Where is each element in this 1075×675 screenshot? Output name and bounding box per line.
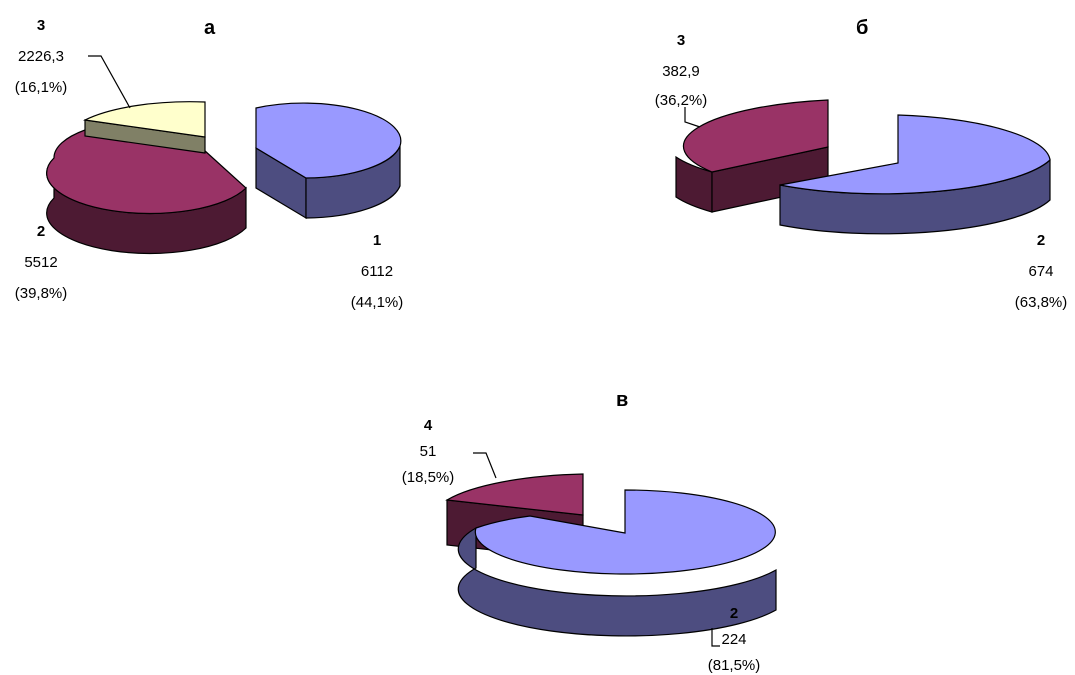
chart-b-slice-2-pct: (63,8%) xyxy=(1015,294,1068,311)
chart-b-slice-3-pct: (36,2%) xyxy=(655,92,708,109)
chart-b-slice-2-id: 2 xyxy=(1037,232,1045,249)
chart-a-slice-1-id: 1 xyxy=(373,232,381,249)
chart-a-title: а xyxy=(204,17,216,39)
pie-chart-b: б 3 382,9 (36,2%) 2 674 (63,8%) xyxy=(655,17,1068,311)
chart-a-slice-1 xyxy=(255,102,402,220)
chart-a-slice-3-value: 2226,3 xyxy=(18,48,64,65)
chart-a-slice-2 xyxy=(46,129,247,255)
chart-b-slice-3-id: 3 xyxy=(677,32,685,49)
pie-chart-c: в 4 51 (18,5%) 2 224 (81,5%) xyxy=(402,389,777,674)
chart-c-slice-4-pct: (18,5%) xyxy=(402,469,455,486)
chart-a-slice-2-id: 2 xyxy=(37,223,45,240)
chart-a-slice-1-pct: (44,1%) xyxy=(351,294,404,311)
chart-a-slice-2-value: 5512 xyxy=(24,254,57,271)
chart-c-slice-2-value: 224 xyxy=(721,631,746,648)
chart-b-slice-3 xyxy=(675,99,829,213)
chart-c-slice-2-pct: (81,5%) xyxy=(708,657,761,674)
chart-a-slice-2-pct: (39,8%) xyxy=(15,285,68,302)
chart-c-title: в xyxy=(616,389,628,411)
chart-b-title: б xyxy=(856,17,868,39)
chart-b-slice-2-value: 674 xyxy=(1028,263,1053,280)
chart-a-slice-1-value: 6112 xyxy=(361,263,393,280)
chart-a-slice-3-pct: (16,1%) xyxy=(15,79,68,96)
chart-c-slice-2 xyxy=(457,489,777,637)
chart-a-slice-3 xyxy=(82,101,206,154)
chart-c-slice-4-id: 4 xyxy=(424,417,433,434)
chart-a-slice-3-id: 3 xyxy=(37,17,45,34)
chart-b-slice-3-value: 382,9 xyxy=(662,63,700,80)
chart-c-slice-4-value: 51 xyxy=(420,443,437,460)
chart-c-slice-2-id: 2 xyxy=(730,605,738,622)
pie-chart-a: а 3 2226,3 (16,1%) 2 5512 (39,8%) 1 6112 xyxy=(15,17,404,311)
chart-b-slice-2 xyxy=(779,114,1051,235)
